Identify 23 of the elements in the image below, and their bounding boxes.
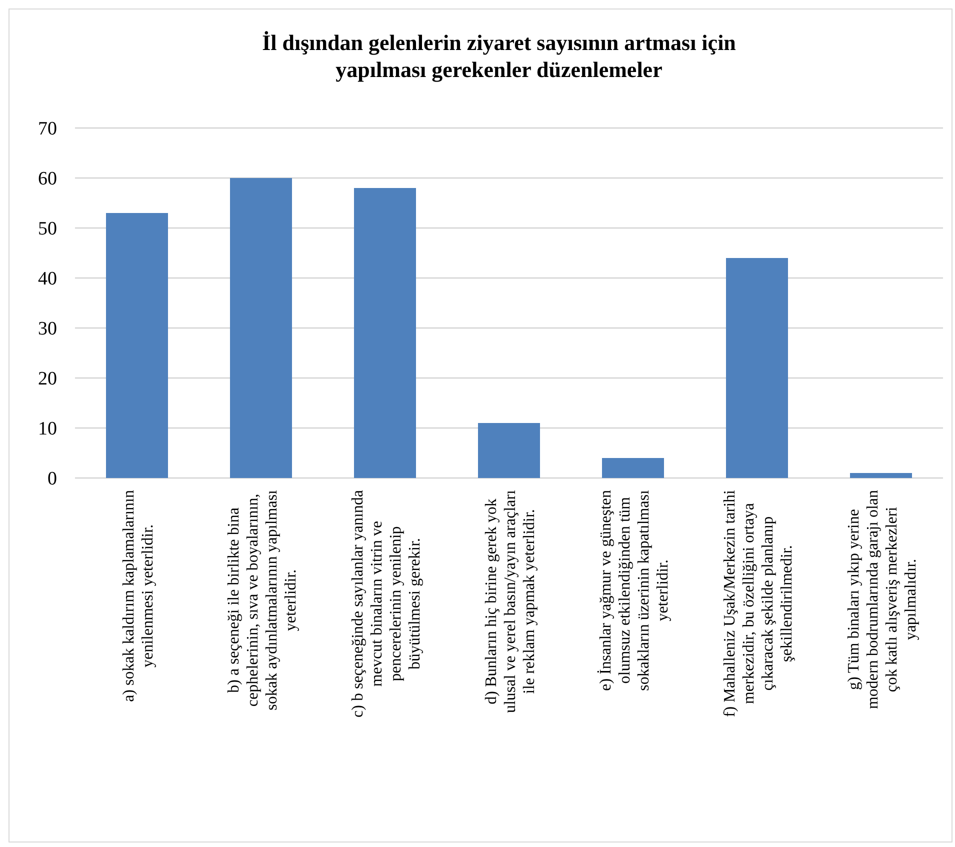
bar — [726, 258, 788, 478]
y-tick-label: 40 — [38, 268, 57, 290]
y-tick-label: 30 — [38, 318, 57, 340]
bar — [602, 458, 664, 478]
bar — [106, 213, 168, 478]
x-tick-label: c) b seçeneğinde sayılanlar yanında mevcut binaların vitrin ve pencerelerinin yenilenip büyütülmesi gerekir. — [350, 490, 424, 718]
x-tick-label: f) Mahalleniz Uşak/Merkezin tarihi merkezidir, bu özelliğini ortaya çıkaracak şekilde planlanıp şekillendirilmedir. — [722, 489, 796, 718]
y-tick-label: 50 — [38, 218, 57, 240]
bar — [230, 178, 292, 478]
x-tick-label: g) Tüm binaları yıkıp yerine modern bodrumlarında garajı olan çok katlı alışveriş merkezleri yapılmalıdır. — [846, 490, 920, 710]
bar — [850, 473, 912, 478]
x-tick-label: e) İnsanlar yağmur ve güneşten olumsuz etkilendiğinden tüm sokakların üzerinin kapatılması yeterlidir. — [596, 489, 672, 691]
y-tick-label: 60 — [38, 168, 57, 190]
bar — [354, 188, 416, 478]
x-tick-label: a) sokak kaldırım kaplamalarının yenilenmesi yeterlidir. — [120, 490, 156, 702]
x-tick-label: d) Bunların hiç birine gerek yok ulusal ve yerel basın/yayın araçları ile reklam yapmak yeterlidir. — [483, 489, 538, 714]
y-tick-label: 20 — [38, 368, 57, 390]
y-tick-label: 10 — [38, 418, 57, 440]
y-tick-label: 70 — [38, 118, 57, 140]
bar — [478, 423, 540, 478]
chart-title: İl dışından gelenlerin ziyaret sayısının artması için yapılması gerekenler düzenlemeler — [262, 30, 736, 82]
x-tick-label: b) a seçeneği ile birlikte bina cephelerinin, sıva ve boyalarının, sokak aydınlatmalarının yapılması yeterlidir. — [226, 489, 300, 710]
y-tick-label: 0 — [48, 468, 57, 490]
